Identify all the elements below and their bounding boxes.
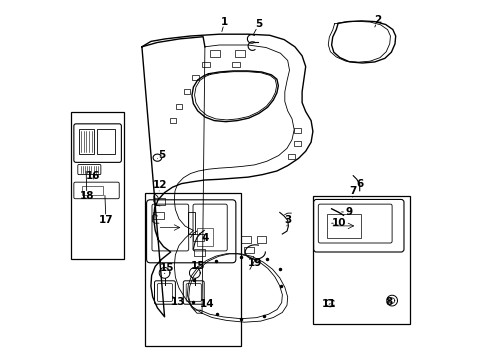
- Bar: [201, 62, 209, 67]
- Bar: [231, 62, 239, 67]
- Text: 7: 7: [348, 186, 355, 196]
- Bar: [287, 154, 294, 159]
- Bar: [71, 112, 123, 259]
- Text: 19: 19: [247, 258, 262, 268]
- Bar: [326, 214, 360, 238]
- Bar: [192, 75, 199, 80]
- Bar: [175, 104, 182, 108]
- Text: 11: 11: [321, 299, 336, 309]
- Bar: [294, 127, 301, 133]
- Text: 9: 9: [345, 207, 352, 217]
- Bar: [152, 212, 163, 219]
- Bar: [257, 236, 266, 243]
- Bar: [196, 228, 212, 246]
- Text: 17: 17: [99, 215, 113, 225]
- Text: 15: 15: [190, 261, 204, 271]
- Bar: [170, 118, 176, 123]
- Text: 13: 13: [170, 297, 185, 307]
- Text: 8: 8: [384, 297, 391, 307]
- Bar: [145, 193, 241, 346]
- Text: 3: 3: [284, 215, 291, 225]
- Text: 12: 12: [152, 180, 167, 190]
- Bar: [79, 129, 94, 154]
- Text: 4: 4: [201, 233, 208, 243]
- Bar: [294, 140, 301, 146]
- Bar: [97, 129, 115, 154]
- Text: 1: 1: [221, 17, 228, 27]
- Bar: [235, 50, 244, 57]
- Bar: [183, 89, 190, 94]
- Text: 16: 16: [86, 171, 101, 181]
- Bar: [193, 234, 203, 241]
- Bar: [188, 212, 194, 234]
- Bar: [312, 196, 409, 324]
- Bar: [82, 186, 103, 195]
- Text: 6: 6: [355, 179, 363, 189]
- Text: 18: 18: [80, 191, 94, 201]
- Bar: [153, 198, 164, 205]
- Bar: [244, 247, 253, 253]
- Text: 14: 14: [199, 299, 214, 309]
- Bar: [241, 236, 251, 243]
- Bar: [209, 50, 220, 57]
- Text: 15: 15: [160, 263, 174, 273]
- Text: 2: 2: [373, 15, 381, 25]
- Bar: [194, 249, 204, 256]
- Text: 10: 10: [331, 218, 346, 228]
- Text: 5: 5: [158, 150, 165, 160]
- Text: 5: 5: [255, 19, 262, 30]
